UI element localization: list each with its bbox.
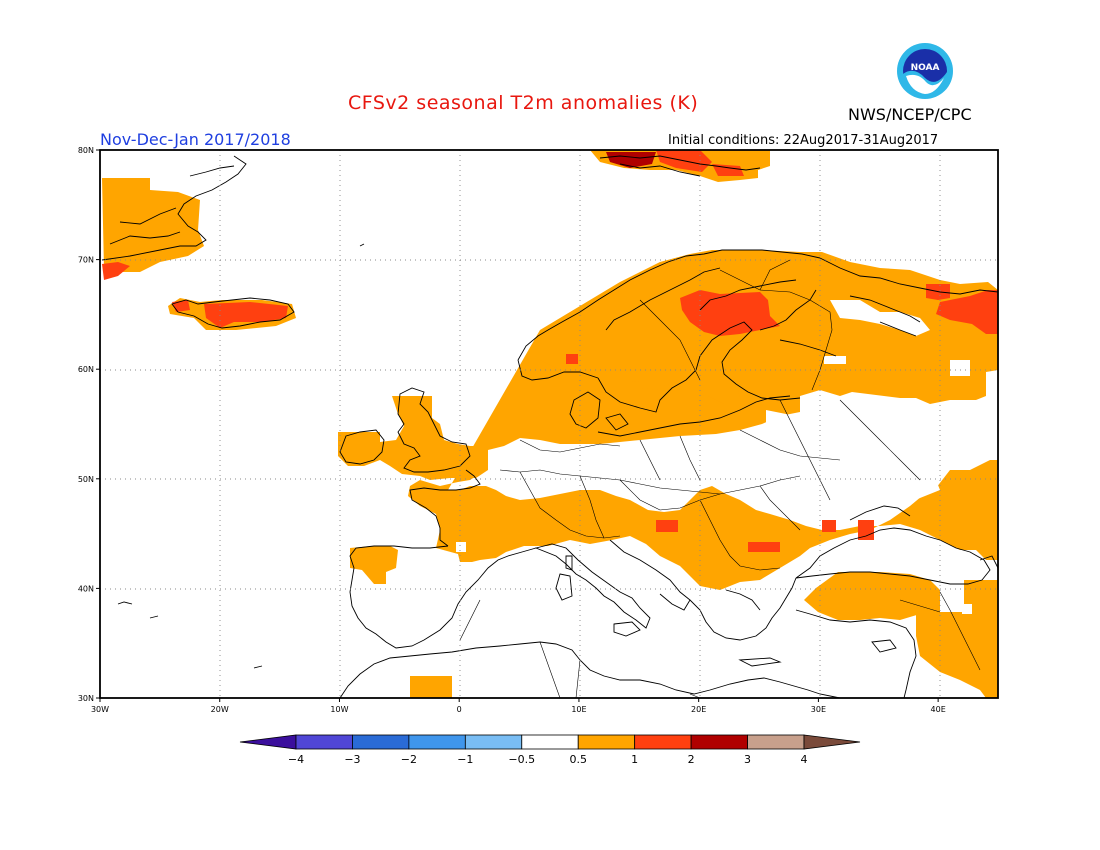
- lat-tick-label: 80N: [78, 146, 94, 155]
- lon-tick-label: 30W: [91, 705, 109, 714]
- colorbar-swatch: [352, 734, 410, 750]
- lon-tick-label: 20W: [211, 705, 229, 714]
- lat-tick-label: 70N: [78, 256, 94, 265]
- colorbar-swatch: [295, 734, 353, 750]
- colorbar-label: −0.5: [508, 753, 535, 766]
- lat-tick-label: 30N: [78, 694, 94, 703]
- colorbar-min-triangle: [239, 734, 297, 750]
- lon-tick-label: 40E: [931, 705, 946, 714]
- noaa-logo-icon: NOAA: [897, 43, 953, 99]
- colorbar-swatch: [464, 734, 523, 750]
- lat-tick-label: 40N: [78, 584, 94, 593]
- lat-tick-label: 60N: [78, 365, 94, 374]
- map-frame: [99, 149, 999, 699]
- logo-text: NOAA: [911, 63, 940, 73]
- forecast-period: Nov-Dec-Jan 2017/2018: [100, 130, 291, 149]
- latitude-ticks: 30N 40N 50N 60N 70N 80N: [78, 146, 100, 703]
- colorbar-label: 0.5: [569, 753, 587, 766]
- colorbar-swatch: [747, 734, 805, 750]
- lat-tick-label: 50N: [78, 475, 94, 484]
- anomaly-fill: [102, 150, 998, 698]
- colorbar-label: −3: [344, 753, 360, 766]
- lon-tick-label: 30E: [811, 705, 826, 714]
- colorbar-swatch: [577, 734, 636, 750]
- colorbar-label: 2: [688, 753, 695, 766]
- colorbar-swatch: [521, 734, 579, 750]
- map-title: CFSv2 seasonal T2m anomalies (K): [348, 92, 699, 114]
- lon-tick-label: 0: [457, 705, 462, 714]
- colorbar: [239, 734, 861, 750]
- colorbar-label: 1: [631, 753, 638, 766]
- colorbar-label: −1: [457, 753, 473, 766]
- lon-tick-label: 10W: [330, 705, 348, 714]
- longitude-ticks: 30W 20W 10W 0 10E 20E 30E 40E: [91, 698, 946, 714]
- colorbar-swatch: [408, 734, 466, 750]
- colorbar-max-triangle: [803, 734, 861, 750]
- colorbar-label: 4: [801, 753, 808, 766]
- lon-tick-label: 20E: [691, 705, 706, 714]
- lon-tick-label: 10E: [571, 705, 586, 714]
- coastlines: [101, 155, 999, 699]
- colorbar-swatch: [690, 734, 748, 750]
- colorbar-labels: −4 −3 −2 −1 −0.5 0.5 1 2 3 4: [288, 753, 808, 766]
- initial-conditions: Initial conditions: 22Aug2017-31Aug2017: [668, 133, 939, 148]
- neutral-areas: [456, 300, 972, 614]
- colorbar-label: 3: [744, 753, 751, 766]
- agency-label: NWS/NCEP/CPC: [848, 105, 972, 124]
- colorbar-label: −2: [401, 753, 417, 766]
- colorbar-label: −4: [288, 753, 304, 766]
- colorbar-swatch: [634, 734, 692, 750]
